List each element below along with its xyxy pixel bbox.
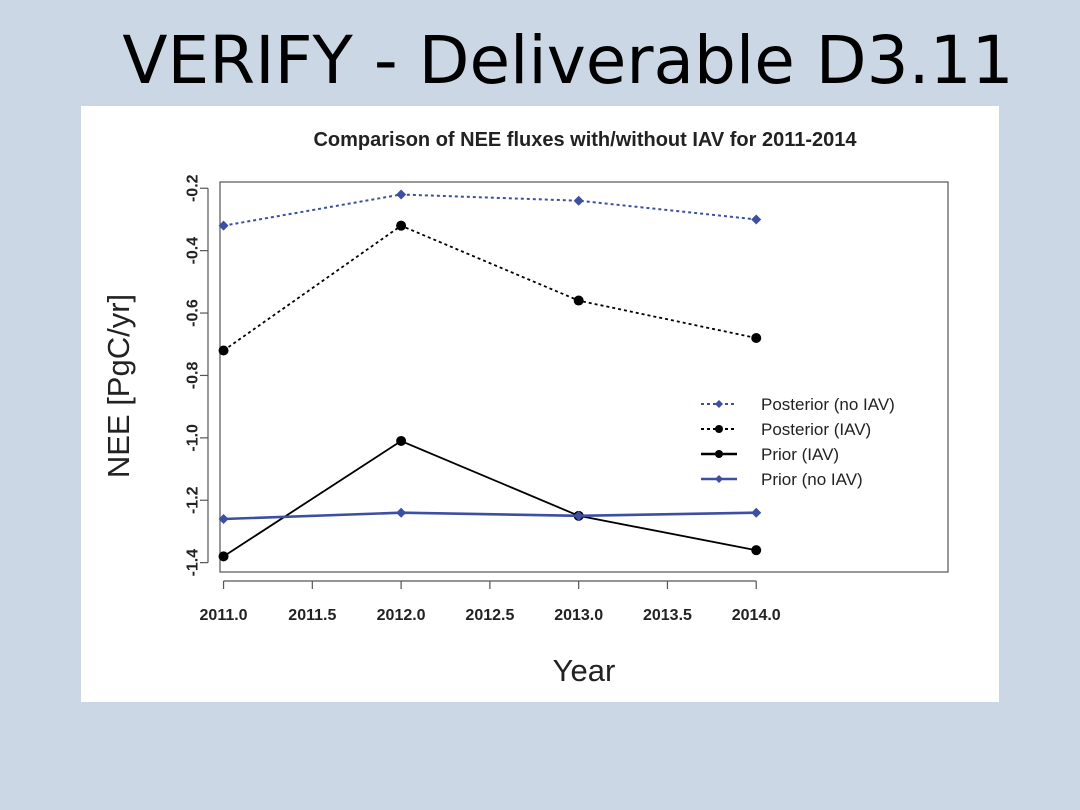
series-point-1	[396, 220, 407, 231]
series-point-1	[573, 295, 584, 306]
y-axis: -1.4 -1.2 -1.0 -0.8 -0.6 -0.4 -0.2	[185, 174, 209, 577]
series-line-0	[223, 193, 757, 227]
series-point-1	[751, 333, 762, 343]
y-tick-label: -0.2	[185, 174, 202, 202]
legend-marker	[715, 425, 723, 433]
x-tick-label: 2013.0	[554, 607, 603, 624]
series-line-1	[223, 224, 757, 352]
slide-title: VERIFY - Deliverable D3.11	[122, 22, 1014, 99]
legend-marker	[715, 450, 723, 458]
series-point-0	[218, 220, 229, 231]
y-axis-title: NEE [PgC/yr]	[101, 294, 136, 478]
series-point-0	[751, 214, 762, 225]
x-tick-label: 2011.5	[288, 607, 336, 624]
series-line-3	[223, 511, 757, 521]
series-point-0	[396, 189, 407, 200]
series-point-2	[218, 551, 229, 562]
x-axis: 2011.0 2011.5 2012.0 2012.5 2013.0 2013.5 2014…	[200, 580, 781, 624]
y-tick-label: -0.8	[185, 362, 202, 390]
plot-frame	[219, 181, 949, 573]
x-tick-label: 2012.0	[377, 607, 426, 624]
x-axis-title: Year	[553, 653, 616, 688]
series-line-2	[223, 439, 757, 558]
series-point-3	[218, 513, 229, 524]
x-tick-label: 2012.5	[465, 607, 514, 624]
y-tick-label: -0.6	[185, 299, 202, 327]
y-tick-label: -1.2	[185, 486, 202, 514]
legend: Posterior (no IAV) Posterior (IAV) Prior (…	[701, 395, 895, 489]
series-point-3	[751, 507, 762, 518]
legend-label: Posterior (IAV)	[761, 420, 871, 439]
series-point-2	[396, 435, 407, 446]
y-tick-label: -1.0	[185, 424, 202, 452]
series-layer	[218, 189, 762, 562]
x-tick-label: 2013.5	[643, 607, 692, 624]
legend-marker	[715, 400, 723, 408]
x-tick-label: 2014.0	[732, 607, 781, 624]
series-point-1	[218, 345, 229, 356]
legend-label: Posterior (no IAV)	[761, 395, 895, 414]
nee-chart: Comparison of NEE fluxes with/without IA…	[101, 129, 949, 688]
series-point-2	[751, 545, 762, 556]
series-point-0	[573, 195, 584, 206]
series-point-3	[396, 507, 407, 518]
y-tick-label: -0.4	[185, 237, 202, 265]
legend-marker	[715, 475, 723, 483]
legend-label: Prior (IAV)	[761, 445, 839, 464]
chart-panel: Comparison of NEE fluxes with/without IA…	[81, 106, 999, 702]
x-tick-label: 2011.0	[200, 607, 248, 624]
y-tick-label: -1.4	[185, 549, 202, 577]
chart-title: Comparison of NEE fluxes with/without IA…	[313, 129, 857, 151]
legend-label: Prior (no IAV)	[761, 470, 863, 489]
